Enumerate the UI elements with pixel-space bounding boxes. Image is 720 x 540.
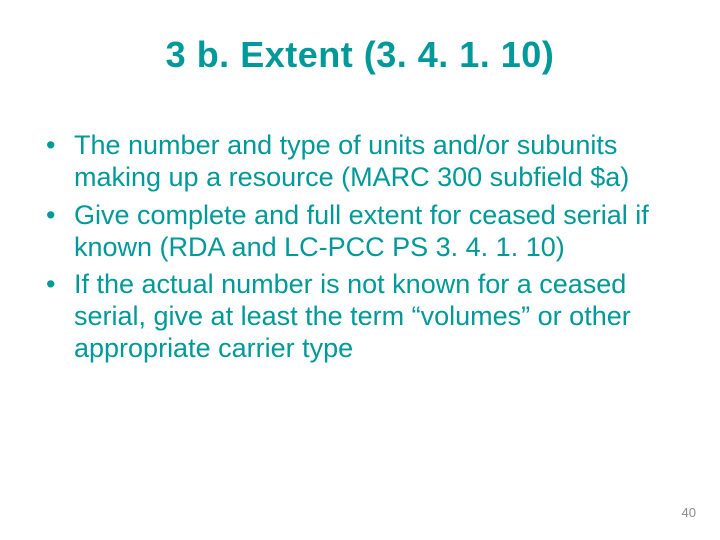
list-item: Give complete and full extent for ceased… bbox=[40, 200, 680, 264]
page-number: 40 bbox=[682, 505, 696, 520]
bullet-list: The number and type of units and/or subu… bbox=[40, 130, 680, 365]
slide-body: The number and type of units and/or subu… bbox=[40, 130, 680, 371]
list-item: If the actual number is not known for a … bbox=[40, 269, 680, 365]
slide-title: 3 b. Extent (3. 4. 1. 10) bbox=[0, 34, 720, 76]
slide: 3 b. Extent (3. 4. 1. 10) The number and… bbox=[0, 0, 720, 540]
list-item: The number and type of units and/or subu… bbox=[40, 130, 680, 194]
